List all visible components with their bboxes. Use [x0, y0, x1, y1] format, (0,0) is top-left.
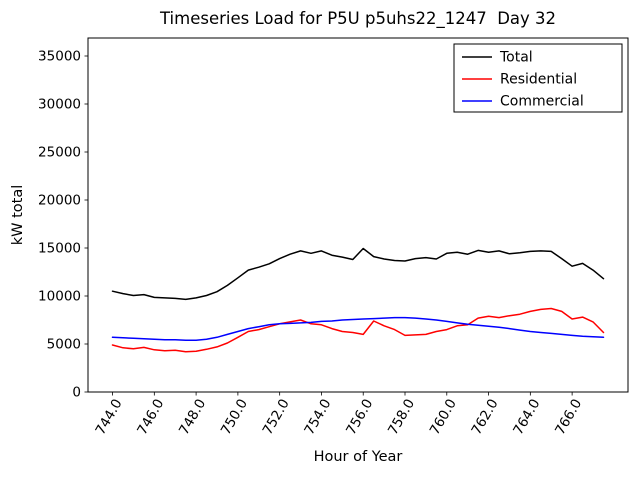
series-line-residential [111, 307, 605, 353]
y-axis-label: kW total [10, 185, 26, 246]
x-tick-label: 756.0 [343, 396, 376, 437]
x-tick-label: 744.0 [92, 396, 125, 437]
x-tick-label: 766.0 [552, 396, 585, 437]
x-tick-label: 764.0 [510, 396, 543, 437]
y-tick-label: 0 [72, 385, 81, 401]
x-tick-label: 750.0 [218, 396, 251, 437]
x-axis-label: Hour of Year [313, 449, 403, 465]
y-tick-label: 25000 [38, 145, 81, 161]
y-tick-label: 5000 [47, 337, 81, 353]
x-tick-label: 754.0 [301, 396, 334, 437]
series-line-commercial [111, 316, 605, 341]
y-tick-label: 10000 [38, 289, 81, 305]
legend-label: Total [499, 50, 533, 66]
y-tick-label: 15000 [38, 241, 81, 257]
legend-label: Residential [500, 72, 577, 88]
x-tick-label: 760.0 [427, 396, 460, 437]
series-line-total [111, 247, 605, 301]
y-tick-label: 35000 [38, 49, 81, 65]
legend-label: Commercial [500, 94, 584, 110]
chart-title: Timeseries Load for P5U p5uhs22_1247 Day… [159, 9, 557, 28]
x-tick-label: 748.0 [176, 396, 209, 437]
x-tick-label: 758.0 [385, 396, 418, 437]
x-tick-label: 752.0 [260, 396, 293, 437]
y-tick-label: 30000 [38, 97, 81, 113]
y-tick-label: 20000 [38, 193, 81, 209]
x-tick-label: 762.0 [469, 396, 502, 437]
x-tick-label: 746.0 [134, 396, 167, 437]
